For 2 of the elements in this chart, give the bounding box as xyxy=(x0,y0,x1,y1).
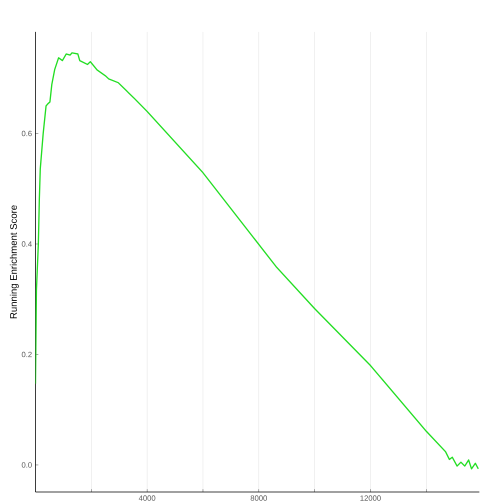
y-axis-title: Running Enrichment Score xyxy=(10,205,19,318)
line-series xyxy=(35,52,479,470)
